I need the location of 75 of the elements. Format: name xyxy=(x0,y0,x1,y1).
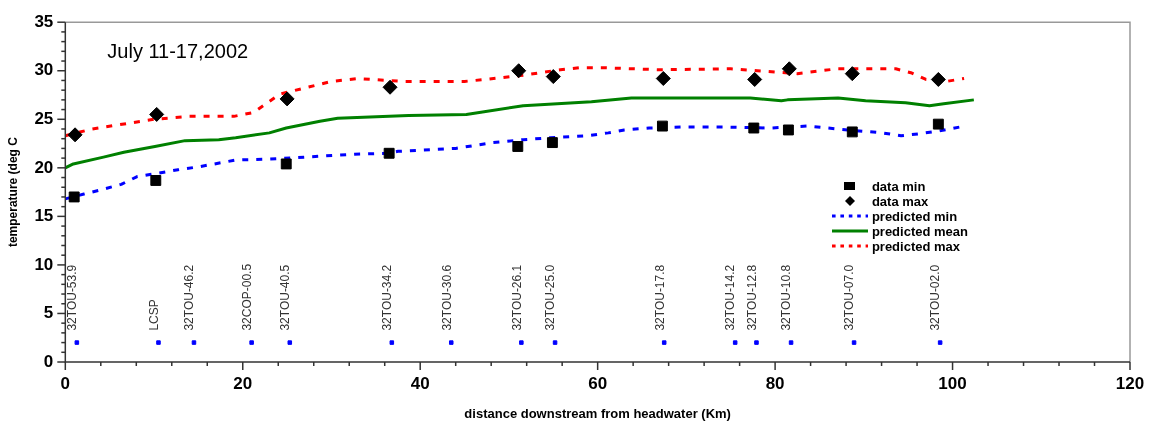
point xyxy=(448,340,454,345)
annotation: 32TOU-34.2 xyxy=(380,264,395,331)
annotation: 32TOU-25.0 xyxy=(543,264,558,331)
y-tick-label: 0 xyxy=(43,351,54,371)
legend-label: predicted min xyxy=(871,208,958,224)
annotation: 32TOU-07.0 xyxy=(842,264,857,331)
x-axis-title: distance downstream from headwater (Km) xyxy=(464,405,731,421)
text: July 11-17,2002 xyxy=(107,39,249,62)
point xyxy=(519,340,524,345)
point xyxy=(67,127,83,143)
point xyxy=(656,120,668,132)
point xyxy=(150,175,162,186)
legend-label: predicted mean xyxy=(871,223,968,239)
y-tick-label: 30 xyxy=(34,60,54,80)
point xyxy=(74,340,80,345)
y-tick-label: 15 xyxy=(34,206,54,226)
x-tick-label: 80 xyxy=(765,373,785,393)
point xyxy=(280,158,292,170)
point xyxy=(932,118,944,130)
point xyxy=(383,147,395,159)
legend-label: predicted max xyxy=(871,238,961,254)
y-tick-label: 25 xyxy=(34,108,54,128)
point xyxy=(545,69,561,85)
point xyxy=(512,141,524,152)
point xyxy=(851,340,857,345)
point xyxy=(156,340,161,345)
annotation: 32TOU-17.8 xyxy=(652,264,667,331)
point xyxy=(552,340,558,345)
point xyxy=(748,122,760,134)
point xyxy=(68,191,80,203)
legend-label: data max xyxy=(871,193,929,209)
point xyxy=(661,340,667,345)
point xyxy=(782,124,794,136)
point xyxy=(149,106,165,122)
annotation: 32COP-00.5 xyxy=(239,263,254,331)
annotation: 32TOU-12.8 xyxy=(744,264,759,331)
y-tick-label: 5 xyxy=(43,303,54,323)
annotation: 32TOU-02.0 xyxy=(928,264,943,331)
annotation: 32TOU-53.9 xyxy=(65,264,80,331)
point xyxy=(191,340,197,345)
x-tick-label: 100 xyxy=(938,373,967,393)
point xyxy=(546,137,558,149)
point xyxy=(788,340,794,345)
x-tick-label: 20 xyxy=(233,373,253,393)
y-tick-label: 35 xyxy=(34,11,54,31)
point xyxy=(754,340,759,345)
point xyxy=(937,340,943,345)
y-tick-label: 20 xyxy=(34,157,54,177)
point xyxy=(930,71,946,87)
y-tick-label: 10 xyxy=(34,254,54,274)
annotation: 32TOU-30.6 xyxy=(439,264,454,331)
point xyxy=(389,340,395,345)
point xyxy=(511,63,527,79)
y-axis-title: temperature (deg C xyxy=(5,136,20,248)
point xyxy=(844,66,860,82)
x-tick-label: 60 xyxy=(588,373,608,393)
annotation: 32TOU-40.5 xyxy=(278,264,293,331)
point xyxy=(846,126,858,138)
legend-label: data min xyxy=(871,178,926,194)
point xyxy=(781,61,797,77)
point xyxy=(382,79,398,95)
annotation: LCSP xyxy=(146,299,161,331)
point xyxy=(249,340,254,345)
point xyxy=(279,91,295,107)
x-tick-label: 40 xyxy=(410,373,430,393)
annotation: 32TOU-10.8 xyxy=(779,264,794,331)
annotation: 32TOU-26.1 xyxy=(509,264,524,331)
point xyxy=(747,71,763,87)
point xyxy=(287,340,293,345)
annotation: 32TOU-46.2 xyxy=(182,264,197,331)
x-tick-label: 120 xyxy=(1115,373,1145,393)
x-tick-label: 0 xyxy=(60,373,71,393)
point xyxy=(655,71,671,87)
point xyxy=(732,340,738,345)
annotation: 32TOU-14.2 xyxy=(723,264,738,331)
